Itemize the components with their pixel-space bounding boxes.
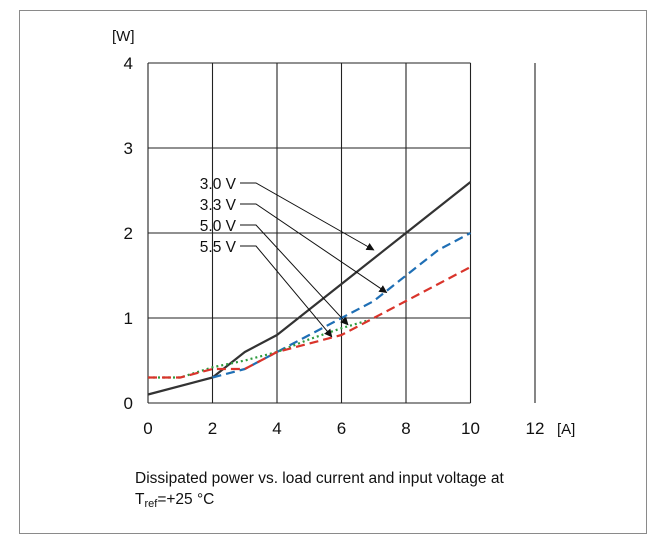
x-tick-label: 2: [208, 419, 217, 438]
figure-frame: 0 2 4 6 8 10 12 0 1 2 3 4 [W] [A] 3.0 V 3.3 V 5.0 V 5.5 V…: [19, 10, 647, 534]
callout-label-5-0-v: 5.0 V: [200, 218, 237, 235]
caption-temperature: =+25 °C: [157, 491, 215, 508]
callout-label-3-3-v: 3.3 V: [200, 197, 237, 214]
y-tick-label: 0: [124, 394, 133, 413]
y-tick-label: 3: [124, 139, 133, 158]
callout-leader-3-3-v: [240, 203, 388, 293]
y-tick-label: 1: [124, 309, 133, 328]
x-tick-label: 4: [272, 419, 281, 438]
caption-t: T: [135, 491, 145, 508]
callout-leader-5-0-v: [240, 224, 349, 326]
x-tick-label: 10: [461, 419, 480, 438]
caption-line-2: Tref=+25 °C: [135, 489, 214, 515]
caption-t-subscript: ref: [144, 498, 158, 510]
x-tick-label: 0: [143, 419, 152, 438]
series-line-5-5-v: [148, 266, 472, 379]
caption-line-1: Dissipated power vs. load current and in…: [135, 470, 504, 487]
x-tick-label: 6: [337, 419, 346, 438]
callout-leader-3-0-v: [240, 182, 375, 251]
x-tick-label: 12: [526, 419, 545, 438]
series-line-5-0-v: [148, 319, 368, 379]
callout-leader-5-5-v: [240, 245, 333, 338]
series-line-3-0-v: [147, 181, 472, 396]
y-tick-label: 2: [124, 224, 133, 243]
x-tick-label: 8: [401, 419, 410, 438]
y-axis-label: [W]: [112, 28, 135, 45]
callout-label-3-0-v: 3.0 V: [200, 176, 237, 193]
y-tick-label: 4: [124, 54, 133, 73]
x-axis-label: [A]: [557, 421, 575, 438]
callout-label-5-5-v: 5.5 V: [200, 239, 237, 256]
